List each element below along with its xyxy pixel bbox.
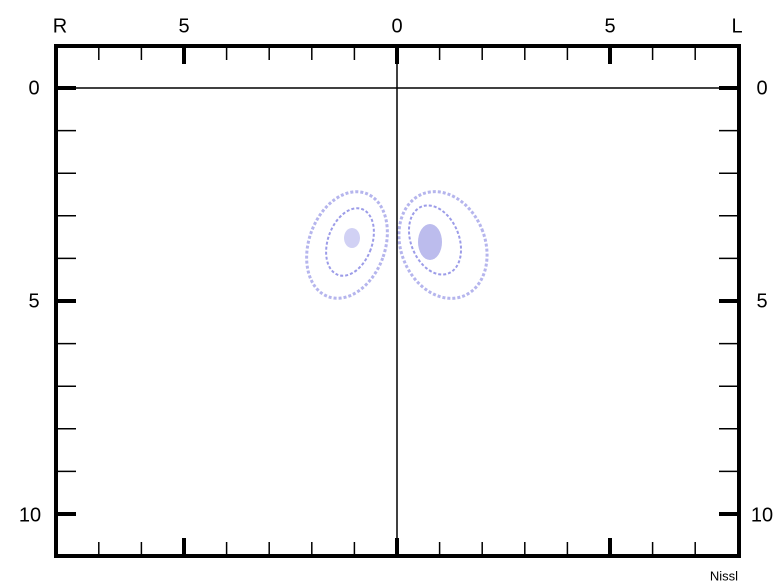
top-label: 0 bbox=[391, 15, 402, 37]
top-label: 5 bbox=[178, 15, 189, 37]
left-label: 0 bbox=[28, 77, 39, 99]
left-hemisphere-outer bbox=[305, 190, 389, 300]
top-label: R bbox=[53, 15, 67, 37]
caption: Nissl bbox=[710, 568, 738, 583]
left-hemisphere-inner bbox=[325, 207, 375, 277]
left-label: 5 bbox=[28, 290, 39, 312]
left-label: 10 bbox=[19, 504, 41, 526]
right-label: 10 bbox=[751, 504, 773, 526]
left-hemisphere-core bbox=[344, 228, 360, 248]
top-label: 5 bbox=[604, 15, 615, 37]
right-hemisphere-inner bbox=[407, 204, 463, 276]
right-hemisphere-outer bbox=[397, 190, 489, 300]
right-label: 0 bbox=[756, 77, 767, 99]
frame bbox=[54, 44, 741, 558]
right-hemisphere-core bbox=[418, 224, 442, 260]
right-label: 5 bbox=[756, 290, 767, 312]
top-label: L bbox=[731, 15, 742, 37]
tissue-section bbox=[305, 190, 489, 300]
